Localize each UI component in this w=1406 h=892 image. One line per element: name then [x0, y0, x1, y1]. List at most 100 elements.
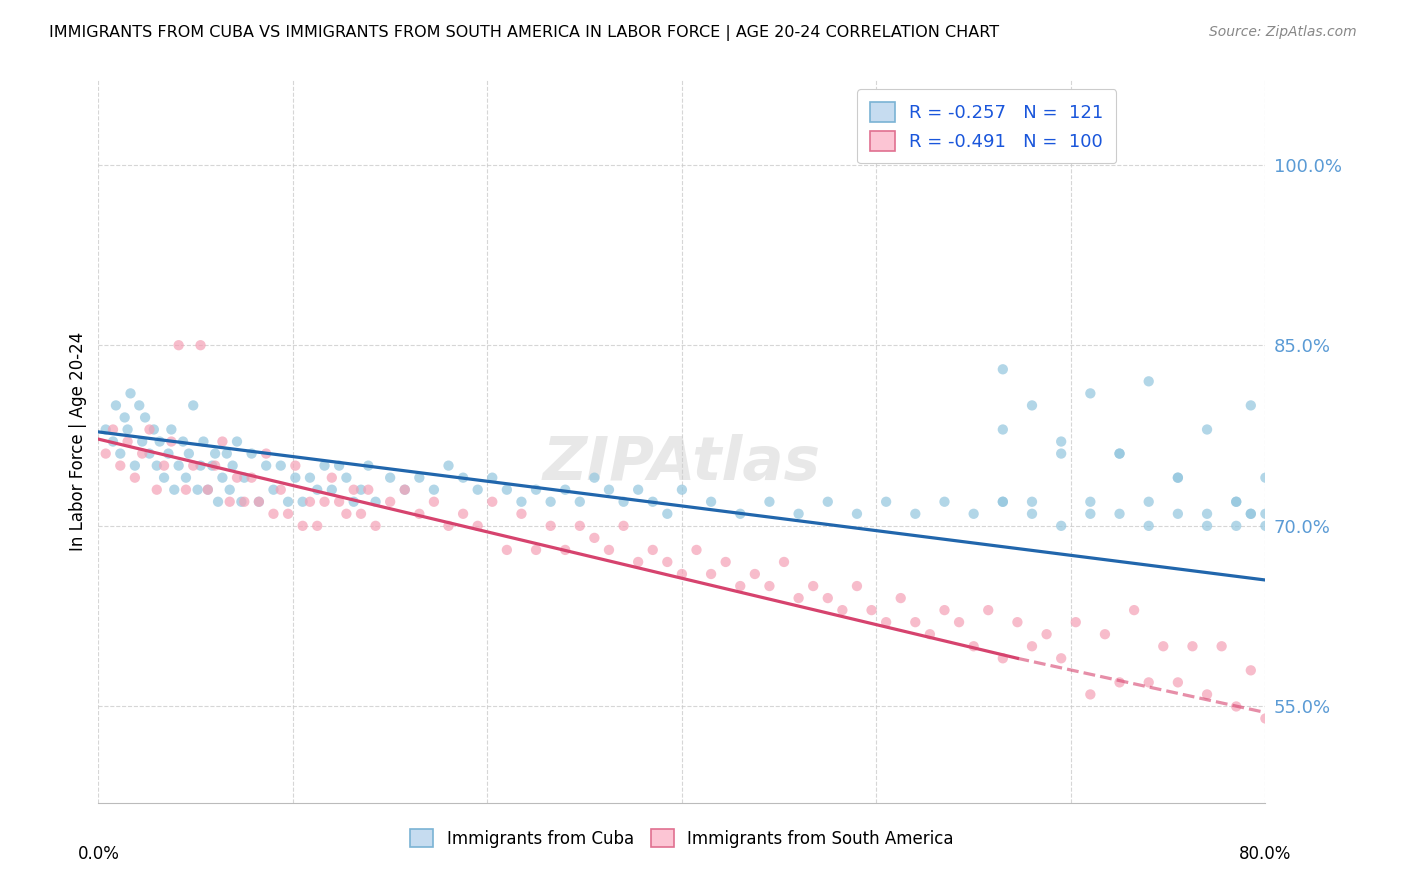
Point — [110, 446, 132, 460]
Point — [1137, 494, 1160, 508]
Point — [860, 603, 883, 617]
Point — [758, 579, 780, 593]
Point — [1137, 374, 1160, 388]
Point — [357, 458, 380, 473]
Point — [1197, 519, 1219, 533]
Point — [1050, 519, 1073, 533]
Point — [831, 603, 853, 617]
Point — [181, 458, 204, 473]
Point — [357, 483, 380, 497]
Point — [328, 494, 350, 508]
Point — [700, 567, 723, 582]
Point — [481, 470, 503, 484]
Point — [270, 458, 292, 473]
Point — [226, 470, 249, 484]
Point — [451, 507, 474, 521]
Point — [730, 507, 752, 521]
Point — [247, 494, 270, 508]
Point — [451, 470, 474, 484]
Point — [157, 446, 180, 460]
Point — [1108, 507, 1130, 521]
Point — [1197, 687, 1219, 701]
Point — [1108, 675, 1130, 690]
Point — [284, 458, 307, 473]
Point — [467, 519, 489, 533]
Point — [991, 494, 1014, 508]
Point — [890, 591, 912, 605]
Point — [110, 458, 132, 473]
Point — [174, 470, 197, 484]
Point — [787, 591, 810, 605]
Point — [187, 483, 209, 497]
Point — [94, 446, 117, 460]
Point — [1181, 639, 1204, 653]
Point — [1094, 627, 1116, 641]
Point — [167, 338, 190, 352]
Point — [1167, 470, 1189, 484]
Point — [1050, 446, 1073, 460]
Point — [335, 507, 357, 521]
Point — [510, 494, 533, 508]
Point — [904, 615, 927, 630]
Point — [583, 470, 606, 484]
Point — [160, 423, 183, 437]
Point — [134, 410, 156, 425]
Point — [174, 483, 197, 497]
Point — [138, 446, 160, 460]
Point — [149, 434, 172, 449]
Point — [221, 458, 243, 473]
Point — [758, 494, 780, 508]
Point — [496, 483, 519, 497]
Point — [254, 458, 277, 473]
Point — [142, 423, 165, 437]
Point — [120, 386, 142, 401]
Point — [408, 470, 430, 484]
Point — [613, 519, 636, 533]
Point — [215, 446, 238, 460]
Point — [568, 519, 591, 533]
Point — [1254, 519, 1277, 533]
Point — [1225, 519, 1247, 533]
Point — [583, 531, 606, 545]
Point — [117, 434, 139, 449]
Point — [1211, 639, 1233, 653]
Point — [977, 603, 1000, 617]
Point — [321, 470, 343, 484]
Point — [817, 494, 839, 508]
Point — [277, 507, 299, 521]
Point — [291, 494, 314, 508]
Point — [437, 519, 460, 533]
Point — [934, 603, 956, 617]
Point — [787, 507, 810, 521]
Point — [1080, 687, 1102, 701]
Point — [233, 470, 256, 484]
Point — [962, 507, 984, 521]
Point — [247, 494, 270, 508]
Point — [875, 494, 897, 508]
Point — [1021, 494, 1043, 508]
Point — [948, 615, 970, 630]
Point — [1021, 398, 1043, 412]
Point — [540, 494, 562, 508]
Point — [496, 542, 519, 557]
Point — [744, 567, 766, 582]
Point — [284, 470, 307, 484]
Point — [197, 483, 219, 497]
Point — [1254, 712, 1277, 726]
Point — [146, 483, 169, 497]
Point — [1007, 615, 1029, 630]
Point — [153, 458, 176, 473]
Point — [172, 434, 194, 449]
Point — [298, 494, 321, 508]
Point — [181, 398, 204, 412]
Point — [104, 398, 127, 412]
Point — [671, 483, 693, 497]
Point — [846, 507, 869, 521]
Point — [991, 494, 1014, 508]
Point — [598, 542, 620, 557]
Point — [350, 507, 373, 521]
Point — [163, 483, 186, 497]
Point — [167, 458, 190, 473]
Point — [394, 483, 416, 497]
Point — [343, 494, 366, 508]
